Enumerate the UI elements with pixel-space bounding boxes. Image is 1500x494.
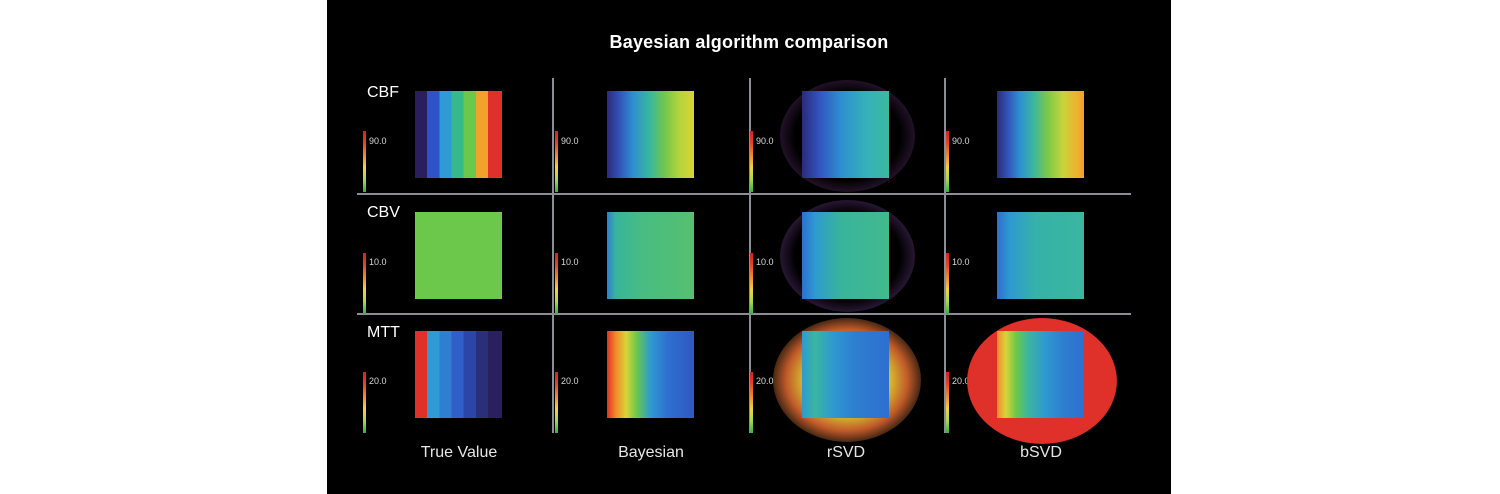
colorbar-cbv-true — [363, 253, 366, 314]
colorbar-cbv-rsvd — [750, 253, 753, 314]
scale-mtt-bayesian: 20.0 — [561, 376, 579, 386]
map-cbv-bayesian — [607, 212, 694, 299]
scale-cbf-bayesian: 90.0 — [561, 136, 579, 146]
map-cbf-rsvd — [802, 91, 889, 178]
colorbar-mtt-true — [363, 372, 366, 433]
grid-divider-1 — [552, 78, 554, 433]
colorbar-cbf-rsvd — [750, 131, 753, 192]
column-label-true-value: True Value — [420, 444, 498, 461]
scale-cbv-bayesian: 10.0 — [561, 257, 579, 267]
column-label-bsvd: bSVD — [1020, 444, 1062, 461]
scale-cbf-true: 90.0 — [369, 136, 387, 146]
map-cbf-true-value — [415, 91, 502, 178]
map-cbv-bsvd — [997, 212, 1084, 299]
scale-mtt-true: 20.0 — [369, 376, 387, 386]
scale-cbv-bsvd: 10.0 — [952, 257, 970, 267]
colorbar-mtt-bsvd — [946, 372, 949, 433]
colorbar-cbf-bsvd — [946, 131, 949, 192]
scale-cbv-true: 10.0 — [369, 257, 387, 267]
colorbar-cbf-true — [363, 131, 366, 192]
column-label-bayesian: Bayesian — [618, 444, 684, 461]
map-mtt-true-value — [415, 331, 502, 418]
row-divider-2 — [357, 313, 1131, 315]
colorbar-cbv-bsvd — [946, 253, 949, 314]
map-mtt-bayesian — [607, 331, 694, 418]
colorbar-mtt-bayesian — [555, 372, 558, 433]
colorbar-mtt-rsvd — [750, 372, 753, 433]
scale-cbf-bsvd: 90.0 — [952, 136, 970, 146]
map-cbv-rsvd — [802, 212, 889, 299]
colorbar-cbv-bayesian — [555, 253, 558, 314]
map-cbf-bayesian — [607, 91, 694, 178]
colorbar-cbf-bayesian — [555, 131, 558, 192]
scale-mtt-rsvd: 20.0 — [756, 376, 774, 386]
map-cbf-bsvd — [997, 91, 1084, 178]
figure-panel: Bayesian algorithm comparison CBF CBV MT… — [327, 0, 1171, 494]
scale-mtt-bsvd: 20.0 — [952, 376, 970, 386]
column-label-rsvd: rSVD — [826, 444, 866, 461]
map-mtt-rsvd — [802, 331, 889, 418]
row-label-cbv: CBV — [367, 204, 400, 221]
row-label-mtt: MTT — [367, 324, 400, 341]
scale-cbf-rsvd: 90.0 — [756, 136, 774, 146]
row-label-cbf: CBF — [367, 84, 399, 101]
map-mtt-bsvd — [997, 331, 1084, 418]
grid-divider-3 — [944, 78, 946, 433]
map-cbv-true-value — [415, 212, 502, 299]
scale-cbv-rsvd: 10.0 — [756, 257, 774, 267]
row-divider-1 — [357, 193, 1131, 195]
figure-title: Bayesian algorithm comparison — [609, 32, 889, 52]
